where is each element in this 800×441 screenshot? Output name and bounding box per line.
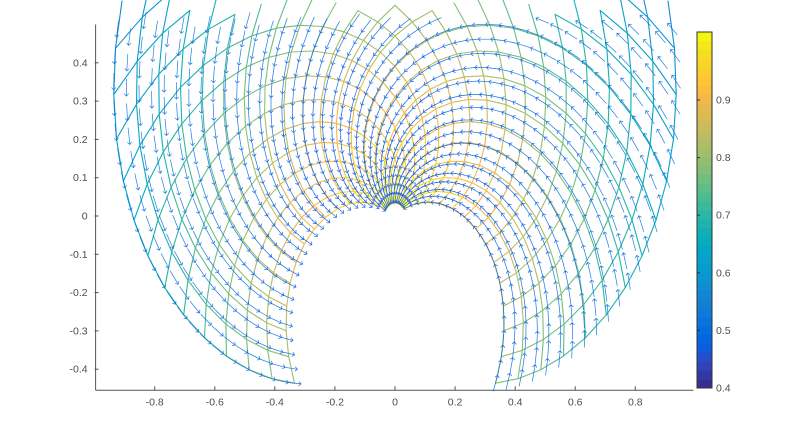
svg-text:0.3: 0.3 xyxy=(73,96,88,108)
svg-text:0.4: 0.4 xyxy=(716,383,731,395)
svg-text:0: 0 xyxy=(82,211,88,223)
svg-text:-0.8: -0.8 xyxy=(146,396,164,408)
svg-text:-0.1: -0.1 xyxy=(70,249,88,261)
svg-text:0.4: 0.4 xyxy=(508,396,523,408)
svg-text:-0.6: -0.6 xyxy=(206,396,224,408)
svg-text:0.6: 0.6 xyxy=(568,396,583,408)
svg-text:-0.2: -0.2 xyxy=(326,396,344,408)
svg-text:0.1: 0.1 xyxy=(73,172,88,184)
svg-text:0.8: 0.8 xyxy=(628,396,643,408)
svg-text:0.6: 0.6 xyxy=(716,267,731,279)
svg-text:-0.3: -0.3 xyxy=(70,325,88,337)
svg-text:-0.4: -0.4 xyxy=(70,364,88,376)
svg-text:-0.2: -0.2 xyxy=(70,287,88,299)
svg-text:0.5: 0.5 xyxy=(716,325,731,337)
svg-text:0.4: 0.4 xyxy=(73,57,88,69)
svg-text:0.2: 0.2 xyxy=(448,396,463,408)
svg-text:0.7: 0.7 xyxy=(716,210,731,222)
svg-text:0.8: 0.8 xyxy=(716,152,731,164)
svg-text:-0.4: -0.4 xyxy=(266,396,284,408)
svg-text:0.2: 0.2 xyxy=(73,134,88,146)
svg-text:0.9: 0.9 xyxy=(716,95,731,107)
svg-text:0: 0 xyxy=(392,396,398,408)
